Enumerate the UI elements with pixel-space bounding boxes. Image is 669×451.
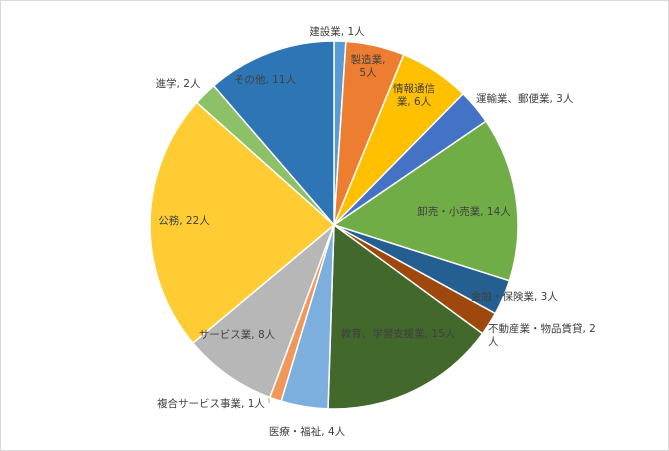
slice-label-2: 情報通信業, 6人 — [393, 82, 435, 108]
pie-slice-10 — [191, 222, 336, 399]
slice-label-1: 製造業, 5人 — [351, 53, 386, 79]
slice-label-5: 金融・保険業, 3人 — [471, 290, 558, 303]
pie-slice-7 — [327, 223, 484, 410]
slice-label-9: 複合サービス事業, 1人 — [157, 397, 265, 410]
slice-label-8: 医療・福祉, 4人 — [269, 425, 346, 438]
slice-label-7: 教育、学習支援業, 15人 — [341, 327, 456, 340]
pie-slice-13 — [212, 40, 335, 228]
slice-label-11: 公務, 22人 — [158, 214, 210, 227]
slice-label-0: 建設業, 1人 — [309, 25, 365, 38]
slice-label-3: 運輸業、郵便業, 3人 — [476, 92, 574, 105]
slice-label-10: サービス業, 8人 — [199, 328, 276, 341]
slice-label-4: 卸売・小売業, 14人 — [417, 205, 511, 218]
pie-slice-11 — [149, 101, 336, 345]
slice-label-12: 進学, 2人 — [156, 77, 201, 90]
pie-slice-4 — [332, 120, 519, 282]
slice-label-13: その他, 11人 — [234, 73, 297, 86]
